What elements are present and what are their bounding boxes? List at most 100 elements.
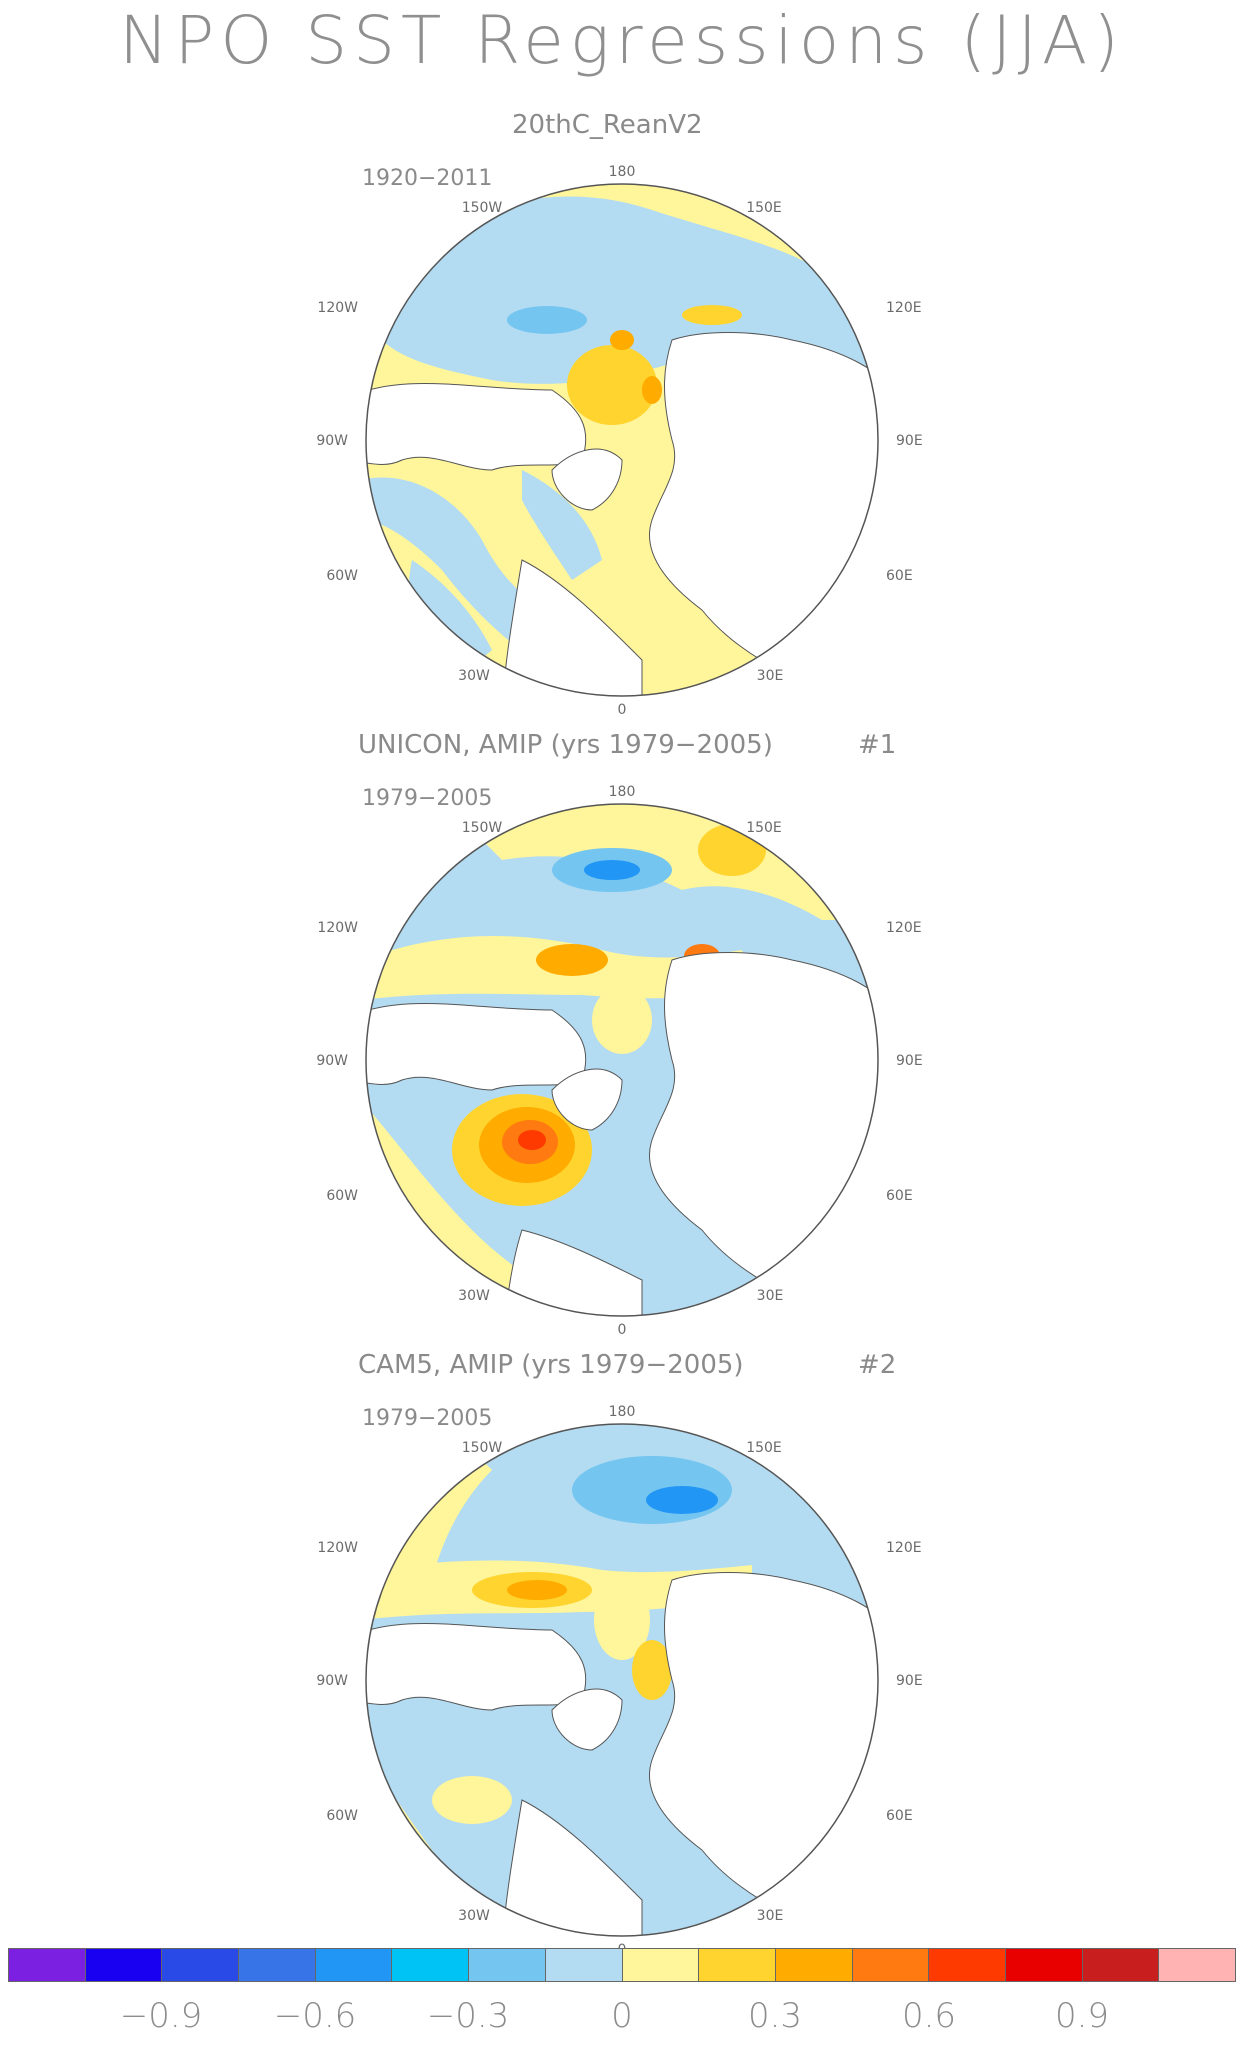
lon-label-30e: 30E [757,1288,784,1304]
colorbar-tick: −0.9 [119,1996,203,2036]
lon-label-120w: 120W [317,300,358,316]
land-north-america [366,1003,587,1091]
anomaly-patch-negative-core [584,860,640,880]
anomaly-patch-positive-core [518,1130,546,1150]
lon-label-90w: 90W [316,1053,348,1069]
land-greenland [551,1688,623,1751]
period-label: 1979−2005 [362,786,493,811]
anomaly-patch-negative [412,230,552,270]
lon-label-180: 180 [609,164,636,180]
lon-label-0: 0 [618,1322,627,1338]
lon-label-150w: 150W [462,820,503,836]
main-title: NPO SST Regressions (JJA) [119,2,1125,79]
colorbar-swatch [239,1949,316,1981]
lon-label-30w: 30W [458,668,490,684]
colorbar-swatch [1005,1949,1083,1981]
colorbar-tick: 0.6 [901,1996,957,2036]
land-greenland [551,448,623,511]
lon-label-30e: 30E [757,668,784,684]
anomaly-patch-negative-strong [572,1456,732,1524]
colorbar: −0.9 −0.6 −0.3 0 0.3 0.6 0.9 [8,1948,1236,2038]
lon-label-90e: 90E [896,1053,923,1069]
map-panel-2: UNICON, AMIP (yrs 1979−2005) #1 1979−200… [0,730,1244,1338]
lon-label-30w: 30W [458,1288,490,1304]
anomaly-patch-positive [432,1776,512,1824]
panel-title: UNICON, AMIP (yrs 1979−2005) [358,730,773,760]
land-north-america [366,383,587,471]
anomaly-patch-negative [522,470,602,580]
polar-map: 180 150W 150E 120W 120E 90W 90E 60W 60E … [316,784,923,1338]
colorbar-swatch [852,1949,930,1981]
colorbar-swatch [1159,1949,1235,1981]
colorbar-swatch [622,1949,700,1981]
polar-map: 180 150W 150E 120W 120E 90W 90E 60W 60E … [316,1404,923,1958]
colorbar-swatch [9,1949,86,1981]
colorbar-tick: −0.3 [426,1996,510,2036]
colorbar-swatch [929,1949,1006,1981]
lon-label-120e: 120E [886,300,922,316]
polar-map: 180 150W 150E 120W 120E 90W 90E 60W 60E … [316,164,923,718]
panel-title: CAM5, AMIP (yrs 1979−2005) [358,1350,744,1380]
lon-label-60w: 60W [326,1808,358,1824]
anomaly-patch-positive [682,305,742,325]
lon-label-150w: 150W [462,1440,503,1456]
anomaly-patch-positive-strong [536,944,608,976]
panel-number: #1 [858,730,897,760]
anomaly-patch-negative-core [646,1486,718,1514]
anomaly-patch-positive [594,1580,650,1660]
lon-label-120e: 120E [886,1540,922,1556]
anomaly-patch-positive [592,986,652,1054]
anomaly-patch-positive-strong [642,376,662,404]
lon-label-120w: 120W [317,920,358,936]
colorbar-swatch [699,1949,776,1981]
land-greenland [551,1068,623,1131]
panel-title: 20thC_ReanV2 [512,110,703,140]
colorbar-swatch [469,1949,546,1981]
lon-label-60e: 60E [886,568,913,584]
period-label: 1920−2011 [362,166,493,191]
lon-label-120w: 120W [317,1540,358,1556]
map-panel-3: CAM5, AMIP (yrs 1979−2005) #2 1979−2005 … [0,1350,1244,1958]
lon-label-90e: 90E [896,1673,923,1689]
map-boundary [365,1423,879,1937]
lon-label-150w: 150W [462,200,503,216]
period-label: 1979−2005 [362,1406,493,1431]
lon-label-0: 0 [618,702,627,718]
lon-label-90w: 90W [316,1673,348,1689]
lon-label-150e: 150E [746,1440,782,1456]
lon-label-60w: 60W [326,1188,358,1204]
colorbar-swatch [775,1949,853,1981]
lon-label-60e: 60E [886,1808,913,1824]
colorbar-swatch [85,1949,163,1981]
anomaly-patch-positive [567,345,657,425]
anomaly-patch-positive [632,1640,672,1700]
lon-label-180: 180 [609,1404,636,1420]
colorbar-swatch [392,1949,470,1981]
colorbar-tick: −0.6 [273,1996,357,2036]
land-africa [501,559,643,696]
land-north-america [366,1623,587,1711]
colorbar-swatch [545,1949,623,1981]
panel-number: #2 [858,1350,897,1380]
colorbar-swatch [162,1949,240,1981]
lon-label-150e: 150E [746,200,782,216]
colorbar-tick: 0 [611,1996,633,2036]
lon-label-90e: 90E [896,433,923,449]
lon-label-30w: 30W [458,1908,490,1924]
anomaly-patch-positive-strong [610,330,634,350]
colorbar-swatches [8,1948,1236,1982]
anomaly-patch-negative-strong [507,306,587,334]
lon-label-90w: 90W [316,433,348,449]
colorbar-swatch [1082,1949,1160,1981]
map-boundary [365,803,879,1317]
lon-label-30e: 30E [757,1908,784,1924]
map-panel-1: 20thC_ReanV2 1920−2011 180 150W [0,110,1244,718]
colorbar-tick: 0.3 [747,1996,803,2036]
map-boundary [365,183,879,697]
lon-label-120e: 120E [886,920,922,936]
land-africa [501,1799,643,1936]
anomaly-patch-positive-strong [507,1580,567,1600]
colorbar-tick: 0.9 [1054,1996,1110,2036]
lon-label-180: 180 [609,784,636,800]
lon-label-60w: 60W [326,568,358,584]
